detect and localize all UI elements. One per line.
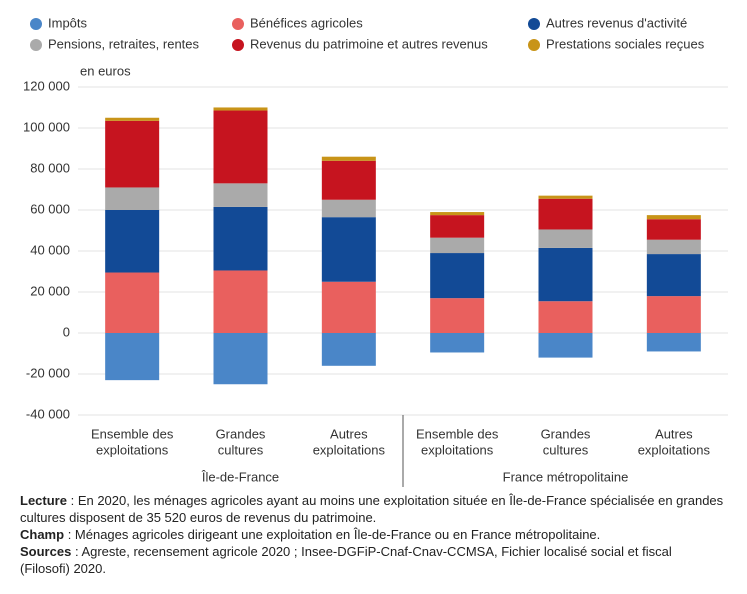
bar-segment <box>213 333 268 385</box>
bar-segment <box>538 333 593 358</box>
legend-label: Autres revenus d'activité <box>546 15 687 30</box>
note-text: : Agreste, recensement agricole 2020 ; I… <box>20 544 672 576</box>
y-tick-label: 0 <box>63 324 70 339</box>
note-label: Champ <box>20 527 65 542</box>
bar-segment <box>538 301 593 333</box>
legend-label: Prestations sociales reçues <box>546 36 705 51</box>
group-label: France métropolitaine <box>503 469 629 484</box>
bar-segment <box>321 160 376 200</box>
bar-segment <box>538 198 593 230</box>
y-tick-label: 40 000 <box>30 242 70 257</box>
x-tick-label: Grandes <box>216 426 266 441</box>
y-tick-label: 120 000 <box>23 78 70 93</box>
bar-segment <box>430 237 485 254</box>
bar-segment <box>538 195 593 199</box>
note: Sources : Agreste, recensement agricole … <box>20 543 725 577</box>
bar-segment <box>213 107 268 111</box>
bar-segment <box>538 247 593 302</box>
legend-marker <box>232 39 244 51</box>
x-tick-label: Autres <box>655 426 693 441</box>
y-tick-label: -40 000 <box>26 406 70 421</box>
note-text: : En 2020, les ménages agricoles ayant a… <box>20 493 724 525</box>
bar-segment <box>105 210 160 273</box>
bar-segment <box>430 212 485 216</box>
x-tick-label: Grandes <box>541 426 591 441</box>
bar-segment <box>321 199 376 218</box>
bar-segment <box>105 117 160 121</box>
bar-segment <box>321 217 376 282</box>
y-tick-label: 20 000 <box>30 283 70 298</box>
legend-marker <box>232 18 244 30</box>
bar-segment <box>213 110 268 184</box>
x-tick-label: exploitations <box>313 442 386 457</box>
note-label: Sources <box>20 544 72 559</box>
x-tick-label: Ensemble des <box>416 426 499 441</box>
bar-segment <box>105 272 160 333</box>
legend-marker <box>528 39 540 51</box>
bar-segment <box>321 333 376 366</box>
bar-segment <box>213 206 268 271</box>
notes: Lecture : En 2020, les ménages agricoles… <box>20 492 725 577</box>
x-tick-label: exploitations <box>96 442 169 457</box>
note-label: Lecture <box>20 493 67 508</box>
legend-label: Pensions, retraites, rentes <box>48 36 200 51</box>
x-tick-label: Autres <box>330 426 368 441</box>
bar-segment <box>430 215 485 238</box>
y-tick-label: 80 000 <box>30 160 70 175</box>
legend-marker <box>30 39 42 51</box>
legend-label: Revenus du patrimoine et autres revenus <box>250 36 488 51</box>
bar-segment <box>430 333 485 353</box>
note-text: : Ménages agricoles dirigeant une exploi… <box>67 527 601 542</box>
note: Champ : Ménages agricoles dirigeant une … <box>20 526 725 543</box>
x-tick-label: Ensemble des <box>91 426 174 441</box>
y-axis-label: en euros <box>80 63 131 78</box>
bar-segment <box>430 298 485 333</box>
bar-segment <box>646 239 701 255</box>
bar-segment <box>321 281 376 333</box>
group-label: Île-de-France <box>201 469 279 484</box>
bar-segment <box>213 270 268 333</box>
chart: en euros -40 000 -20 000 0 20 000 40 000 60 0… <box>23 15 728 487</box>
bar-segment <box>646 254 701 297</box>
x-tick-label: cultures <box>218 442 264 457</box>
bar-segment <box>646 219 701 240</box>
legend-marker <box>30 18 42 30</box>
bar-segment <box>321 156 376 161</box>
y-tick-label: 100 000 <box>23 119 70 134</box>
x-tick-label: cultures <box>543 442 589 457</box>
y-tick-label: -20 000 <box>26 365 70 380</box>
legend-label: Impôts <box>48 15 88 30</box>
bar-segment <box>538 229 593 248</box>
x-tick-label: exploitations <box>638 442 711 457</box>
bar-segment <box>213 183 268 207</box>
bar-segment <box>105 120 160 188</box>
bar-segment <box>646 296 701 333</box>
bar-segment <box>105 187 160 210</box>
bar-segment <box>646 333 701 352</box>
note: Lecture : En 2020, les ménages agricoles… <box>20 492 725 526</box>
y-tick-label: 60 000 <box>30 201 70 216</box>
x-tick-label: exploitations <box>421 442 494 457</box>
bar-segment <box>430 253 485 299</box>
legend-label: Bénéfices agricoles <box>250 15 363 30</box>
bar-segment <box>646 215 701 220</box>
legend-marker <box>528 18 540 30</box>
bar-segment <box>105 333 160 381</box>
